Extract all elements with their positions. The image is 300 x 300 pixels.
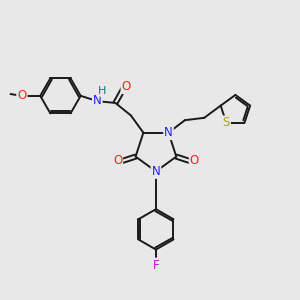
Text: O: O (17, 89, 26, 102)
Text: O: O (190, 154, 199, 167)
Text: N: N (164, 126, 173, 139)
Text: N: N (152, 165, 160, 178)
Text: O: O (122, 80, 131, 93)
Text: H: H (98, 86, 106, 96)
Text: S: S (223, 116, 230, 129)
Text: F: F (153, 259, 159, 272)
Text: N: N (93, 94, 102, 107)
Text: O: O (113, 154, 122, 167)
